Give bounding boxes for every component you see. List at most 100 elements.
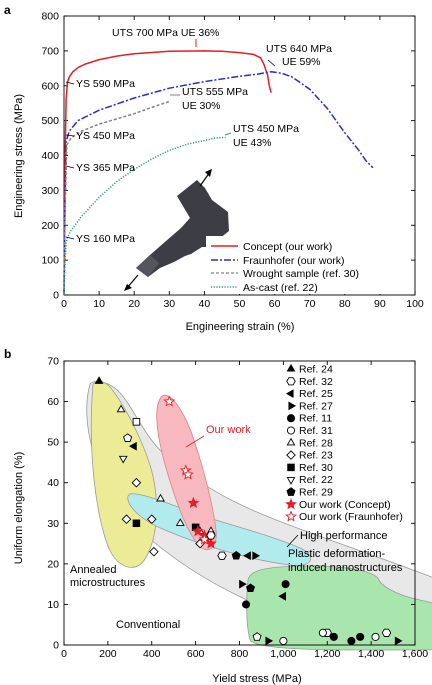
panel-b-xtick-label: 600 <box>187 648 205 660</box>
point-ref-24 <box>94 376 104 384</box>
legend-a-label-concept: Concept (our work) <box>243 241 332 253</box>
region-label-high-performance-leader <box>286 534 299 548</box>
panel-b-xtick-label: 800 <box>231 648 249 660</box>
series-line-wrought-sample-ref-30 <box>63 100 170 296</box>
panel-b-ytick-label: 10 <box>47 599 59 611</box>
point-ref-11 <box>347 636 356 645</box>
legend-b-swatch-ref-31 <box>286 426 296 435</box>
annotation-ys-365-leader <box>65 165 75 169</box>
legend-b-label-ref-24: Ref. 24 <box>299 364 333 376</box>
point-ref-23 <box>121 514 132 525</box>
point-our-work-concept <box>191 525 204 537</box>
legend-b-swatch-our-work-concept <box>285 498 297 510</box>
annotation-uts-450: UTS 450 MPa <box>233 123 299 135</box>
region-label-our-work: Our work <box>206 424 251 436</box>
panel-a-annotations: UTS 700 MPa UE 36% UTS 640 MPa UE 59% YS… <box>65 27 332 245</box>
point-ref-25 <box>129 441 137 451</box>
panel-a-xtick-label: 70 <box>304 298 316 310</box>
point-ref-11 <box>329 632 338 641</box>
annotation-ys-590-leader <box>65 81 75 85</box>
panel-b-ytick-label: 30 <box>47 518 59 530</box>
point-ref-28 <box>116 404 126 413</box>
panel-a-ytick-label: 0 <box>53 290 59 302</box>
annotation-ys-450-leader <box>65 134 75 137</box>
legend-a-label-fraunhofer: Fraunhofer (our work) <box>243 255 345 267</box>
panel-b-xlabel: Yield stress (MPa) <box>212 673 301 685</box>
panel-a-ytick-label: 400 <box>41 150 59 162</box>
point-ref-11 <box>356 632 365 641</box>
panel-a-series <box>63 50 374 296</box>
region-label-annealed-2: microstructures <box>70 577 146 589</box>
point-unlabeled-hexagon <box>217 551 227 560</box>
legend-b-swatch-ref-11 <box>286 414 296 423</box>
point-ref-23 <box>131 477 142 488</box>
tensile-specimen-icon <box>124 169 229 291</box>
panel-a-xtick-label: 0 <box>61 298 67 310</box>
panel-a-legend: Concept (our work) Fraunhofer (our work)… <box>206 236 411 294</box>
legend-a-label-wrought: Wrought sample (ref. 30) <box>243 268 359 280</box>
legend-b-swatch-ref-29 <box>286 487 296 496</box>
panel-a-xtick-label: 40 <box>199 298 211 310</box>
point-ref-11 <box>281 580 290 589</box>
panel-a-ytick-label: 200 <box>41 220 59 232</box>
point-ref-32 <box>381 628 392 637</box>
point-ref-23 <box>149 546 159 557</box>
annotation-ys-590: YS 590 MPa <box>76 78 135 90</box>
legend-b-swatch-ref-24 <box>286 363 296 372</box>
legend-b-label-our-work-concept: Our work (Concept) <box>299 499 391 511</box>
series-line-concept-our-work <box>63 50 272 296</box>
legend-b-swatch-our-work-fraunhofer <box>285 510 297 522</box>
panel-a-xtick-label: 30 <box>163 298 175 310</box>
region-label-plastic-1: Plastic deformation- <box>288 548 386 560</box>
legend-b-label-ref-27: Ref. 27 <box>299 400 333 412</box>
panel-b-points <box>94 376 403 646</box>
legend-a-label-ascast: As-cast (ref. 22) <box>243 282 318 294</box>
point-ref-29 <box>231 550 241 560</box>
annotation-uts-640: UTS 640 MPa <box>266 43 332 55</box>
legend-b-label-ref-25: Ref. 25 <box>299 388 333 400</box>
legend-b-swatch-ref-30 <box>287 463 295 472</box>
legend-b-label-ref-28: Ref. 28 <box>299 437 333 449</box>
legend-b-label-ref-22: Ref. 22 <box>299 474 333 486</box>
panel-a-xtick-label: 50 <box>234 298 246 310</box>
point-ref-23 <box>146 514 157 525</box>
panel-a-legend-box <box>206 236 411 294</box>
panel-b-regions <box>86 380 432 651</box>
panel-b-xtick-label: 200 <box>99 648 117 660</box>
region-label-plastic-2: induced nanostructures <box>288 562 403 574</box>
panel-a-ytick-label: 800 <box>41 11 59 23</box>
panel-a-xtick-label: 100 <box>406 298 424 310</box>
point-unlabeled-pentagon <box>252 632 262 641</box>
panel-b-xtick-label: 400 <box>143 648 161 660</box>
point-ref-25 <box>243 551 251 561</box>
series-line-as-cast-ref-22 <box>63 136 226 296</box>
panel-b-ylabel: Uniform elongation (%) <box>13 452 25 565</box>
panel-a-xtick-label: 80 <box>339 298 351 310</box>
region-label-annealed-1: Annealed <box>70 564 117 576</box>
panel-a-ytick-label: 600 <box>41 80 59 92</box>
point-ref-31 <box>318 628 327 637</box>
region-label-conventional: Conventional <box>116 619 180 631</box>
annotation-ue-59: UE 59% <box>282 56 321 68</box>
legend-b-label-ref-32: Ref. 32 <box>299 376 333 388</box>
panel-b-xtick-label: 0 <box>61 648 67 660</box>
region-annealed <box>90 380 157 568</box>
legend-b-swatch-ref-22 <box>286 477 296 485</box>
annotation-uts-450-leader <box>224 132 232 136</box>
panel-a-ylabel: Engineering stress (MPa) <box>13 94 25 218</box>
series-line-fraunhofer-our-work <box>63 71 374 296</box>
point-ref-11 <box>242 600 251 609</box>
point-ref-27 <box>394 636 403 646</box>
panel-a-xtick-label: 90 <box>374 298 386 310</box>
legend-b-label-our-work-fraunhofer: Our work (Fraunhofer) <box>299 511 403 523</box>
point-our-work-fraunhofer <box>182 468 194 480</box>
point-ref-27 <box>265 636 274 646</box>
annotation-uts-700: UTS 700 MPa UE 36% <box>112 27 219 39</box>
panel-b-xtick-label: 1,600 <box>402 648 428 660</box>
point-ref-28 <box>156 493 165 502</box>
panel-a-xtick-label: 10 <box>93 298 105 310</box>
panel-b-ytick-label: 20 <box>47 558 59 570</box>
point-ref-23 <box>195 538 205 549</box>
annotation-uts-640-leader <box>267 59 276 67</box>
